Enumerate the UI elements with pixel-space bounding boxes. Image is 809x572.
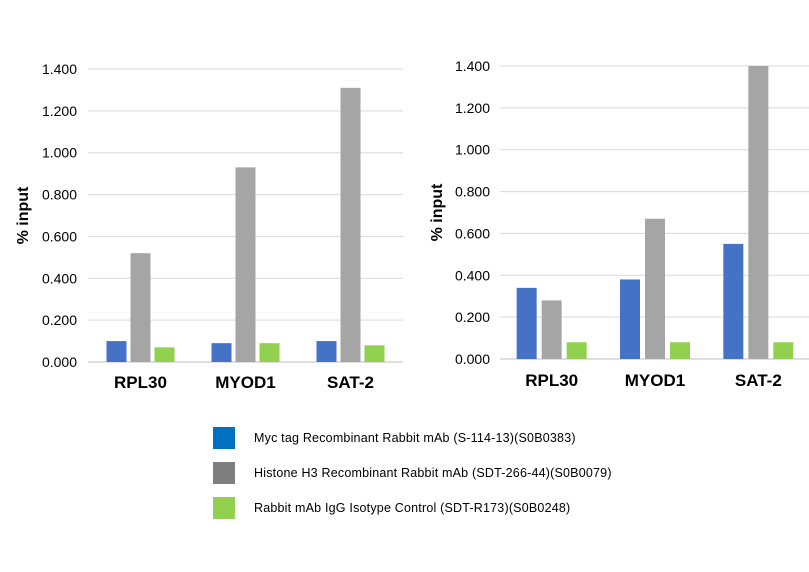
y-tick-label: 0.200 (42, 312, 77, 328)
legend-swatch-igg-isotype (213, 496, 235, 519)
x-category-label: MYOD1 (215, 373, 275, 392)
bar-rpl30-series-3 (566, 342, 587, 359)
bar-rpl30-series-2 (130, 253, 151, 362)
bar-rpl30-series-1 (106, 341, 127, 362)
x-category-label: SAT-2 (735, 371, 782, 390)
y-tick-label: 0.600 (455, 225, 490, 241)
y-axis-label: % input (429, 183, 446, 241)
legend-swatch-myc-tag (213, 426, 235, 449)
y-tick-label: 0.000 (455, 351, 490, 367)
bar-sat-2-series-2 (748, 66, 769, 359)
legend: Myc tag Recombinant Rabbit mAb (S-114-13… (213, 426, 612, 531)
legend-label-histone-h3: Histone H3 Recombinant Rabbit mAb (SDT-2… (254, 465, 612, 480)
legend-label-myc-tag: Myc tag Recombinant Rabbit mAb (S-114-13… (254, 430, 576, 445)
legend-item-histone-h3: Histone H3 Recombinant Rabbit mAb (SDT-2… (213, 461, 612, 484)
y-tick-label: 0.000 (42, 354, 77, 370)
y-tick-label: 0.200 (455, 309, 490, 325)
bar-sat-2-series-1 (723, 243, 744, 359)
bar-myod1-series-1 (620, 279, 640, 359)
bar-rpl30-series-1 (516, 287, 537, 359)
x-category-label: SAT-2 (327, 373, 374, 392)
y-tick-label: 0.400 (455, 267, 490, 283)
y-tick-label: 0.800 (455, 184, 490, 200)
chart-2: 0.000 0.200 0.400 0.600 0.800 1.000 1.200 1.400… (429, 58, 809, 390)
bar-myod1-series-3 (259, 343, 280, 362)
y-tick-label: 0.400 (42, 270, 77, 286)
bar-myod1-series-1 (211, 343, 232, 362)
legend-swatch-histone-h3 (213, 461, 235, 484)
y-tick-label: 1.200 (42, 103, 77, 119)
y-tick-label: 1.400 (455, 58, 490, 74)
y-tick-label: 1.400 (42, 61, 77, 77)
bar-sat-2-series-3 (364, 345, 385, 362)
legend-item-igg-isotype: Rabbit mAb IgG Isotype Control (SDT-R173… (213, 496, 612, 519)
bar-myod1-series-2 (645, 218, 665, 359)
chart-1: 0.000 0.200 0.400 0.600 0.800 1.000 1.200 1.400… (15, 61, 403, 392)
y-axis-label: % input (15, 186, 32, 244)
y-tick-label: 1.000 (42, 145, 77, 161)
charts-area: 0.000 0.200 0.400 0.600 0.800 1.000 1.200 1.400… (15, 58, 809, 392)
y-tick-label: 1.000 (455, 142, 490, 158)
y-tick-label: 0.800 (42, 187, 77, 203)
y-tick-label: 0.600 (42, 228, 77, 244)
bar-rpl30-series-3 (154, 347, 175, 362)
x-category-label: MYOD1 (625, 371, 685, 390)
bar-sat-2-series-3 (773, 342, 794, 359)
bar-rpl30-series-2 (541, 300, 562, 359)
x-category-label: RPL30 (525, 371, 578, 390)
legend-label-igg-isotype: Rabbit mAb IgG Isotype Control (SDT-R173… (254, 500, 571, 515)
bar-myod1-series-3 (670, 342, 690, 359)
bar-sat-2-series-2 (340, 87, 361, 362)
legend-item-myc-tag: Myc tag Recombinant Rabbit mAb (S-114-13… (213, 426, 612, 449)
y-tick-label: 1.200 (455, 100, 490, 116)
bar-sat-2-series-1 (316, 341, 337, 362)
bar-myod1-series-2 (235, 167, 256, 362)
x-category-label: RPL30 (114, 373, 167, 392)
